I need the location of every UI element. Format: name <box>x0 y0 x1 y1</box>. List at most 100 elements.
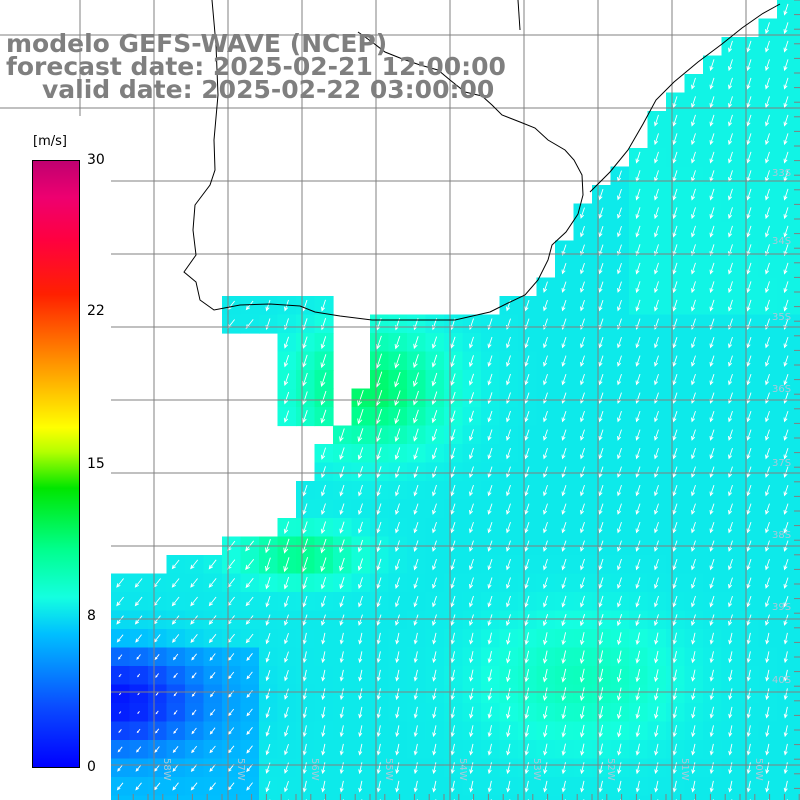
wind-speed-cell <box>795 148 800 168</box>
wind-arrow <box>672 651 677 664</box>
wind-arrow <box>598 244 604 256</box>
wind-arrow <box>432 577 437 589</box>
wind-arrow <box>635 429 641 441</box>
wind-arrow <box>487 466 493 478</box>
wind-arrow <box>672 281 678 294</box>
wind-speed-cell <box>795 462 800 482</box>
wind-speed-cell <box>795 758 800 778</box>
wind-arrow <box>135 782 142 791</box>
wind-arrow <box>691 336 696 349</box>
wind-speed-cell <box>296 795 316 800</box>
wind-arrow <box>136 654 141 660</box>
wind-arrow <box>616 650 622 664</box>
wind-arrow <box>118 729 122 734</box>
wind-arrow <box>171 615 180 625</box>
wind-speed-cell <box>536 795 556 800</box>
wind-arrow <box>413 669 418 682</box>
wind-arrow <box>709 614 715 626</box>
wind-arrow <box>765 651 770 664</box>
wind-arrow <box>154 654 160 660</box>
wind-arrow <box>672 447 678 460</box>
wind-arrow <box>321 503 326 515</box>
wind-arrow <box>487 614 493 627</box>
wind-arrow <box>580 281 585 293</box>
wind-arrow <box>543 373 548 386</box>
wind-arrow <box>728 336 733 349</box>
wind-arrow <box>302 669 307 682</box>
wind-arrow <box>469 651 474 664</box>
wind-arrow <box>783 77 789 90</box>
wind-arrow <box>395 503 400 515</box>
wind-arrow <box>672 725 677 738</box>
wind-arrow <box>783 410 789 423</box>
wind-arrow <box>524 503 530 515</box>
wind-arrow <box>302 410 308 424</box>
wind-arrow <box>672 188 678 201</box>
wind-speed-cell <box>610 795 630 800</box>
wind-arrow <box>765 780 770 793</box>
wind-arrow <box>321 780 326 793</box>
wind-arrow <box>635 410 641 423</box>
wind-arrow <box>487 336 493 349</box>
wind-arrow <box>580 484 585 497</box>
wind-arrow <box>358 706 363 719</box>
coastline-line <box>517 0 521 31</box>
wind-arrow <box>524 614 530 627</box>
wind-arrow <box>728 780 733 793</box>
wind-arrow <box>728 762 733 775</box>
wind-arrow <box>765 725 770 738</box>
wind-arrow <box>691 669 696 682</box>
wind-arrow <box>635 484 641 497</box>
wind-arrow <box>524 650 530 664</box>
wind-arrow <box>468 392 475 405</box>
wind-arrow <box>432 595 437 608</box>
wind-arrow <box>487 410 493 423</box>
wind-arrow <box>746 447 752 460</box>
wind-arrow <box>321 614 326 626</box>
wind-arrow <box>487 577 493 589</box>
wind-arrow <box>339 577 345 590</box>
wind-arrow <box>783 133 789 146</box>
wind-arrow <box>487 743 492 756</box>
wind-arrow <box>635 669 641 683</box>
wind-arrow <box>208 596 217 607</box>
wind-arrow <box>728 40 733 53</box>
wind-arrow <box>542 668 548 683</box>
wind-arrow <box>617 743 622 756</box>
wind-arrow <box>598 780 603 793</box>
wind-arrow <box>190 782 198 791</box>
wind-arrow <box>376 688 381 701</box>
wind-arrow <box>172 746 179 754</box>
wind-arrow <box>171 578 180 588</box>
wind-arrow <box>117 764 124 772</box>
wind-arrow <box>469 577 474 589</box>
wind-arrow <box>450 669 455 682</box>
wind-arrow <box>672 244 678 257</box>
wind-arrow <box>524 706 530 720</box>
wind-arrow <box>561 521 567 534</box>
wind-arrow <box>413 577 419 589</box>
wind-arrow <box>746 262 752 275</box>
wind-arrow <box>746 429 752 441</box>
wind-arrow <box>746 651 751 664</box>
wind-speed-cell <box>795 129 800 149</box>
wind-arrow <box>413 354 419 369</box>
wind-arrow <box>746 355 752 367</box>
wind-arrow <box>580 373 585 386</box>
wind-arrow <box>580 577 585 589</box>
wind-arrow <box>691 133 696 146</box>
wind-arrow <box>358 484 363 497</box>
wind-arrow <box>155 692 159 696</box>
wind-arrow <box>376 558 382 571</box>
wind-arrow <box>709 225 715 238</box>
wind-arrow <box>283 354 290 368</box>
wind-arrow <box>561 687 567 702</box>
wind-arrow <box>709 706 714 719</box>
wind-speed-cell <box>351 795 371 800</box>
wind-arrow <box>616 668 622 683</box>
wind-arrow <box>672 503 678 515</box>
wind-arrow <box>320 557 327 572</box>
wind-arrow <box>321 688 326 701</box>
wind-arrow <box>134 578 143 588</box>
wind-arrow <box>617 521 622 534</box>
